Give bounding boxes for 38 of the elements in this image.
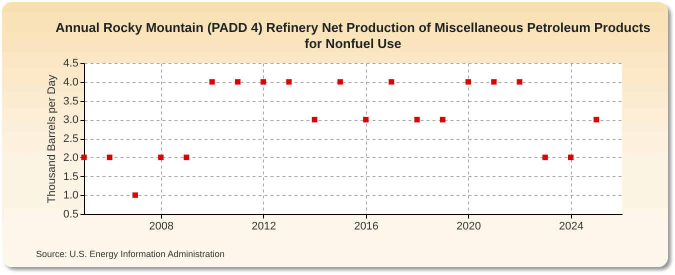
y-tick-label: 0.5 bbox=[63, 208, 78, 220]
y-tick-label: 1.5 bbox=[63, 170, 78, 183]
point bbox=[209, 79, 215, 85]
point bbox=[81, 154, 87, 160]
source-note: Source: U.S. Energy Information Administration bbox=[36, 249, 225, 259]
point bbox=[286, 79, 292, 85]
point bbox=[516, 79, 522, 85]
y-tick-label: 4.0 bbox=[63, 76, 78, 88]
x-tick-label: 2016 bbox=[354, 220, 379, 232]
y-tick-label: 4.5 bbox=[63, 58, 78, 70]
y-tick-label: 3.5 bbox=[63, 95, 78, 108]
x-tick-label: 2012 bbox=[252, 220, 276, 232]
point bbox=[466, 79, 472, 85]
point bbox=[158, 154, 164, 160]
x-tick-label: 2024 bbox=[559, 220, 584, 232]
point bbox=[440, 116, 446, 122]
point bbox=[568, 154, 574, 160]
point bbox=[184, 154, 190, 160]
y-tick-label: 2.0 bbox=[63, 152, 78, 164]
point bbox=[491, 79, 497, 85]
point bbox=[414, 116, 420, 122]
point bbox=[106, 154, 112, 160]
point bbox=[312, 116, 318, 122]
point bbox=[260, 79, 266, 85]
point bbox=[594, 116, 600, 122]
y-tick-label: 3.0 bbox=[63, 114, 78, 126]
point bbox=[132, 192, 138, 198]
y-tick-label: 1.0 bbox=[63, 190, 78, 202]
x-tick-label: 2008 bbox=[149, 220, 174, 232]
point bbox=[542, 154, 548, 160]
point bbox=[234, 79, 240, 85]
x-tick-label: 2020 bbox=[456, 220, 482, 232]
y-tick-label: 2.5 bbox=[63, 133, 78, 145]
y-axis-title: Thousand Barrels per Day bbox=[46, 74, 58, 204]
point bbox=[363, 116, 369, 122]
chart-title: Annual Rocky Mountain (PADD 4) Refinery Net Production of Miscellaneous Petroleum Products for Nonfuel Use bbox=[56, 20, 650, 51]
point bbox=[337, 79, 343, 85]
point bbox=[388, 79, 394, 85]
